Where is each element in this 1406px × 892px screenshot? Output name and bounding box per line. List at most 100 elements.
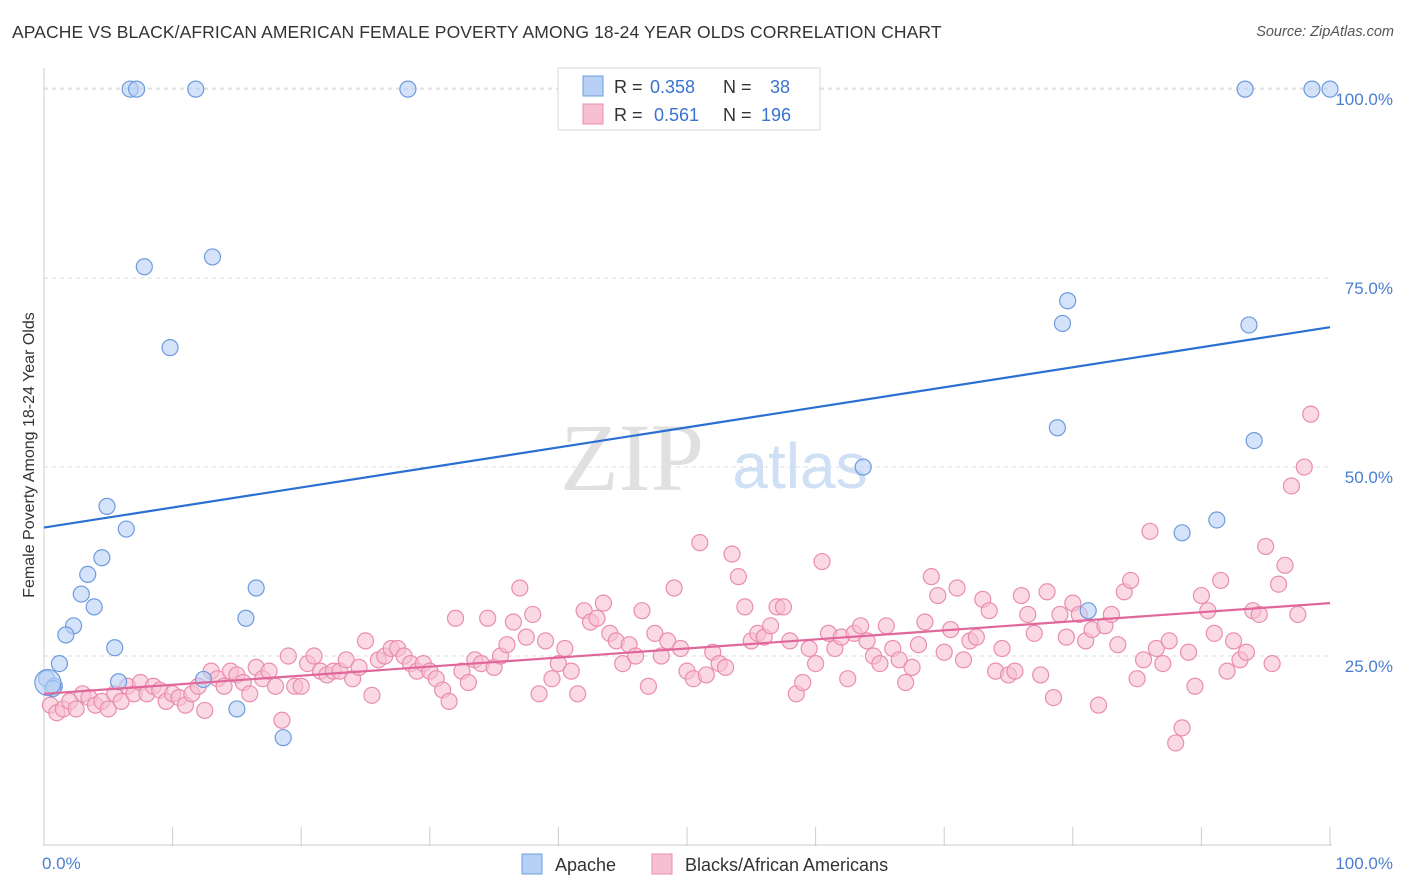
black-point-139	[935, 643, 953, 661]
black-point-118	[800, 639, 818, 658]
black-point-39	[292, 677, 310, 695]
legend-n-label-black: N =	[723, 105, 752, 125]
black-point-178	[1186, 677, 1204, 695]
apache-point-21	[79, 565, 97, 583]
apache-point-8	[203, 248, 222, 266]
black-point-97	[665, 579, 683, 597]
black-point-108	[736, 598, 754, 616]
x-tick-label-min: 0.0%	[42, 854, 81, 873]
axes	[43, 68, 1332, 846]
apache-point-26	[57, 626, 75, 644]
apache-point-11	[1053, 314, 1072, 333]
black-point-142	[954, 651, 973, 669]
apache-point-cluster	[34, 668, 62, 697]
black-point-177	[1179, 643, 1198, 661]
black-point-183	[1218, 662, 1236, 680]
apache-point-28	[106, 639, 124, 657]
black-point-62	[440, 692, 458, 710]
black-point-190	[1263, 654, 1281, 673]
black-point-168	[1122, 571, 1140, 590]
apache-point-33	[109, 673, 128, 691]
legend-swatch-black	[582, 103, 604, 125]
apache-point-3	[399, 80, 417, 98]
apache-point-5	[1303, 80, 1321, 98]
black-point-196	[1302, 405, 1320, 423]
legend-bottom-label-black: Blacks/African Americans	[685, 855, 888, 875]
black-point-114	[774, 598, 793, 616]
tick-labels: 25.0% 50.0% 75.0% 100.0% 0.0% 100.0%	[42, 90, 1393, 873]
trend-lines	[43, 326, 1331, 695]
black-point-34	[260, 662, 278, 680]
black-point-91	[626, 647, 645, 665]
black-point-106	[723, 545, 741, 563]
black-point-133	[897, 673, 915, 692]
black-point-36	[273, 711, 291, 729]
legend-bottom-swatch-black	[651, 853, 673, 875]
black-point-188	[1250, 605, 1268, 624]
black-point-93	[639, 677, 658, 695]
black-point-124	[839, 670, 857, 688]
black-point-101	[691, 534, 709, 552]
black-point-163	[1089, 696, 1108, 714]
black-point-152	[1019, 605, 1037, 624]
black-point-92	[633, 602, 651, 620]
series-apache-points	[34, 80, 1339, 747]
black-point-156	[1044, 689, 1063, 707]
black-point-49	[356, 632, 375, 650]
apache-point-16	[98, 497, 116, 515]
black-point-80	[556, 639, 574, 658]
black-point-50	[363, 686, 381, 704]
black-point-193	[1282, 477, 1301, 495]
legend-r-value-black: 0.561	[654, 105, 699, 125]
grid-lines	[44, 87, 1330, 657]
apache-point-36	[274, 729, 292, 747]
black-point-9	[99, 700, 117, 718]
black-point-85	[588, 609, 606, 627]
apache-point-18	[1173, 524, 1191, 542]
black-point-195	[1295, 458, 1313, 476]
y-tick-label-1: 50.0%	[1345, 468, 1393, 487]
black-point-165	[1102, 605, 1120, 624]
black-point-172	[1147, 639, 1165, 658]
black-point-82	[569, 685, 587, 703]
legend-bottom-swatch-apache	[521, 853, 543, 875]
black-point-112	[761, 617, 780, 635]
black-point-141	[948, 579, 966, 597]
chart-title: APACHE VS BLACK/AFRICAN AMERICAN FEMALE …	[12, 22, 942, 42]
black-point-11	[112, 692, 130, 710]
black-point-194	[1289, 605, 1307, 624]
apache-point-12	[1240, 316, 1258, 334]
apache-point-13	[1048, 419, 1066, 437]
black-point-35	[266, 677, 285, 695]
black-point-182	[1212, 571, 1230, 590]
black-point-94	[646, 624, 664, 642]
watermark-zip: ZIP	[560, 404, 704, 511]
black-point-63	[446, 609, 465, 627]
black-point-120	[813, 552, 831, 571]
black-point-86	[594, 594, 613, 612]
apache-point-34	[194, 670, 213, 689]
black-point-105	[716, 658, 735, 676]
black-point-150	[1006, 662, 1024, 680]
black-point-184	[1224, 632, 1243, 650]
legend-r-label-apache: R =	[614, 77, 643, 97]
apache-point-37	[1079, 602, 1097, 620]
black-point-174	[1160, 632, 1178, 650]
apache-point-9	[161, 339, 179, 357]
black-point-65	[459, 673, 477, 692]
black-point-169	[1128, 670, 1146, 688]
watermark-atlas: atlas	[732, 430, 867, 502]
apache-point-6	[1321, 80, 1339, 98]
black-point-41	[305, 647, 323, 665]
black-point-72	[504, 613, 522, 631]
black-point-144	[967, 628, 985, 646]
apache-point-1	[127, 80, 146, 98]
source-credit: Source: ZipAtlas.com	[1256, 24, 1394, 40]
apache-point-27	[237, 609, 255, 627]
black-point-189	[1257, 537, 1275, 556]
legend-r-value-apache: 0.358	[650, 77, 695, 97]
black-point-148	[993, 639, 1011, 658]
black-point-153	[1025, 624, 1043, 642]
series-black-points	[41, 405, 1320, 752]
trend-line-black	[43, 602, 1331, 695]
